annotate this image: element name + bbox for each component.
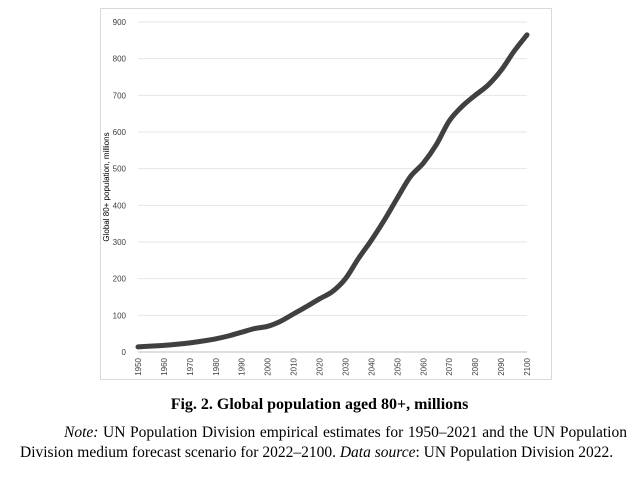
y-tick-label: 400: [113, 201, 127, 210]
data-source-label: Data source: [339, 444, 416, 461]
y-tick-label: 600: [113, 128, 127, 137]
series-line: [135, 32, 530, 350]
gridlines: [138, 21, 527, 353]
y-axis-ticks: 0 100 200 300 400 500 600 700 800 900: [113, 18, 127, 357]
x-tick-label: 2000: [264, 357, 273, 375]
x-tick-label: 1970: [186, 357, 195, 375]
note-label: Note:: [64, 424, 99, 441]
y-tick-label: 300: [113, 238, 127, 247]
x-tick-label: 2070: [445, 357, 454, 375]
x-tick-label: 1950: [134, 357, 143, 375]
x-tick-label: 2040: [367, 357, 376, 375]
y-tick-label: 500: [113, 165, 127, 174]
y-tick-label: 100: [113, 311, 127, 320]
chart-frame: 0 100 200 300 400 500 600 700 800 900 1950 1960 197…: [100, 8, 552, 380]
x-tick-label: 2020: [316, 357, 325, 375]
x-tick-label: 2010: [290, 357, 299, 375]
data-source-text: : UN Population Division 2022.: [415, 444, 614, 461]
x-tick-label: 2090: [497, 357, 506, 375]
figure-note: Note: UN Population Division empirical e…: [20, 423, 627, 463]
y-tick-label: 800: [113, 55, 127, 64]
line-chart: 0 100 200 300 400 500 600 700 800 900 1950 1960 197…: [102, 18, 532, 376]
y-axis-label: Global 80+ population, millions: [102, 132, 111, 241]
y-tick-label: 900: [113, 18, 127, 27]
series-lines: [135, 32, 530, 350]
x-tick-label: 1960: [160, 357, 169, 375]
x-axis-ticks: 1950 1960 1970 1980 1990 2000 2010 2020 2030 2040…: [134, 357, 532, 375]
note-text: UN Population Division empirical estimat…: [20, 424, 627, 461]
x-tick-label: 2060: [419, 357, 428, 375]
x-tick-label: 2080: [471, 357, 480, 375]
x-tick-label: 1980: [212, 357, 221, 375]
y-tick-label: 200: [113, 275, 127, 284]
x-tick-label: 2030: [341, 357, 350, 375]
figure-caption: Fig. 2. Global population aged 80+, mill…: [170, 396, 469, 413]
y-tick-label: 700: [113, 91, 127, 100]
x-tick-label: 2050: [393, 357, 402, 375]
y-tick-label: 0: [122, 348, 127, 357]
x-tick-label: 2100: [523, 357, 532, 375]
x-tick-label: 1990: [238, 357, 247, 375]
